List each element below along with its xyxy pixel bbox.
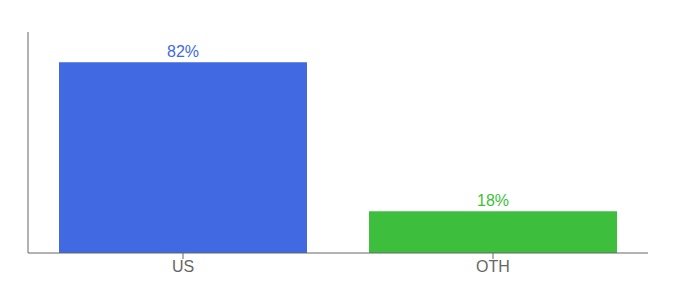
svg-text:US: US: [172, 258, 194, 275]
svg-text:OTH: OTH: [476, 258, 510, 275]
svg-text:82%: 82%: [167, 43, 199, 60]
svg-text:18%: 18%: [477, 192, 509, 209]
